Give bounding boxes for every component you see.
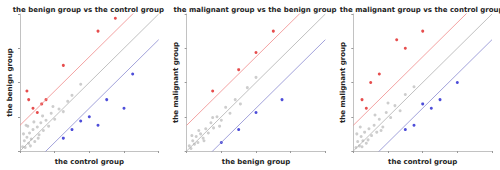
svg-text:the benign group: the benign group	[6, 48, 14, 116]
svg-text:the benign group: the benign group	[222, 158, 290, 166]
svg-text:the malignant group: the malignant group	[172, 42, 180, 123]
svg-text:the malignant group vs the ben: the malignant group vs the benign group	[173, 6, 336, 14]
svg-text:the malignant group: the malignant group	[339, 42, 347, 123]
svg-text:the malignant group vs the con: the malignant group vs the control group	[340, 6, 500, 14]
svg-text:the control group: the control group	[55, 158, 124, 166]
svg-text:the control group: the control group	[388, 158, 457, 166]
svg-text:the benign group vs the contro: the benign group vs the control group	[13, 6, 164, 14]
